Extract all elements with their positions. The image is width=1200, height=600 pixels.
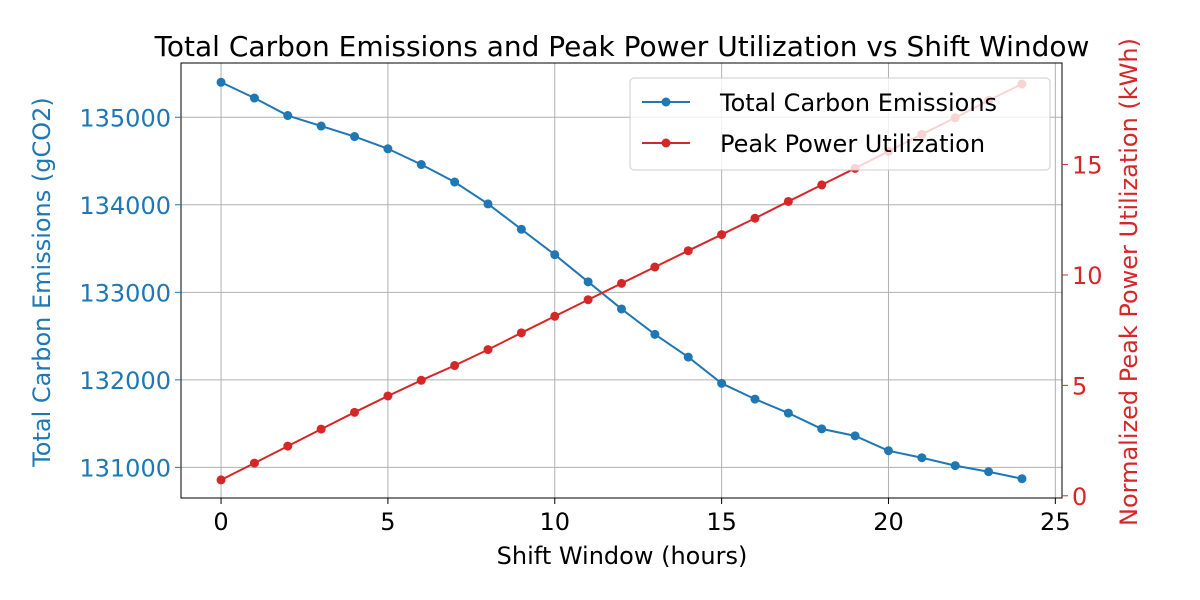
plot-frame bbox=[180, 62, 1063, 499]
legend-label-power: Peak Power Utilization bbox=[720, 130, 985, 158]
data-point-power bbox=[783, 196, 793, 206]
left-y-tick-label: 135000 bbox=[79, 104, 171, 132]
legend: Total Carbon Emissions Peak Power Utiliz… bbox=[629, 77, 1051, 171]
data-point-emissions bbox=[283, 111, 293, 121]
data-point-emissions bbox=[583, 277, 593, 287]
data-point-emissions bbox=[249, 93, 259, 103]
legend-marker-power bbox=[661, 138, 671, 148]
data-point-emissions bbox=[416, 160, 426, 170]
x-axis-label: Shift Window (hours) bbox=[497, 542, 748, 570]
x-axis: 0 5 10 15 20 25 bbox=[213, 498, 1071, 536]
data-point-emissions bbox=[883, 446, 893, 456]
data-point-power bbox=[650, 262, 660, 272]
x-tick-label: 20 bbox=[873, 508, 904, 536]
data-point-emissions bbox=[717, 378, 727, 388]
data-point-power bbox=[617, 278, 626, 288]
left-y-tick-label: 132000 bbox=[79, 367, 171, 395]
data-point-emissions bbox=[350, 132, 360, 142]
data-point-emissions bbox=[550, 250, 560, 260]
data-point-emissions bbox=[516, 224, 526, 234]
left-y-tick-label: 134000 bbox=[79, 192, 171, 220]
data-point-emissions bbox=[984, 467, 994, 477]
data-point-power bbox=[350, 407, 360, 417]
data-point-power bbox=[249, 458, 259, 468]
x-tick-label: 15 bbox=[706, 508, 737, 536]
data-point-emissions bbox=[683, 352, 693, 362]
data-point-power bbox=[316, 424, 326, 434]
right-y-tick-label: 0 bbox=[1072, 483, 1087, 511]
data-point-power bbox=[550, 311, 560, 321]
data-point-power bbox=[216, 475, 226, 485]
data-point-emissions bbox=[450, 177, 460, 187]
data-point-power bbox=[450, 361, 460, 371]
data-point-power bbox=[416, 375, 426, 385]
data-point-emissions bbox=[617, 304, 626, 314]
data-point-emissions bbox=[850, 431, 860, 441]
right-y-tick-label: 10 bbox=[1072, 262, 1103, 290]
right-y-axis-label: Normalized Peak Power Utilization (kWh) bbox=[1115, 38, 1143, 526]
left-y-tick-label: 131000 bbox=[79, 454, 171, 482]
left-y-axis-label: Total Carbon Emissions (gCO2) bbox=[28, 97, 56, 468]
x-tick-label: 0 bbox=[213, 508, 228, 536]
data-point-power bbox=[383, 391, 393, 401]
data-point-power bbox=[717, 230, 727, 240]
legend-marker-emissions bbox=[661, 97, 671, 107]
legend-label-emissions: Total Carbon Emissions bbox=[719, 89, 997, 117]
data-point-power bbox=[283, 441, 293, 451]
data-point-power bbox=[483, 345, 493, 355]
x-tick-label: 10 bbox=[539, 508, 570, 536]
x-tick-label: 5 bbox=[380, 508, 395, 536]
data-point-power bbox=[750, 213, 760, 223]
right-y-tick-label: 5 bbox=[1072, 372, 1087, 400]
data-point-emissions bbox=[1017, 474, 1027, 484]
legend-box bbox=[629, 77, 1051, 171]
data-point-emissions bbox=[383, 144, 393, 154]
grid bbox=[181, 63, 1062, 498]
data-point-power bbox=[583, 295, 593, 305]
left-y-axis: 131000 132000 133000 134000 135000 bbox=[79, 104, 181, 482]
right-y-axis: 0 5 10 15 bbox=[1062, 152, 1103, 511]
data-point-emissions bbox=[817, 424, 827, 434]
data-point-emissions bbox=[917, 453, 927, 463]
chart-title: Total Carbon Emissions and Peak Power Ut… bbox=[154, 30, 1090, 63]
data-point-emissions bbox=[783, 408, 793, 418]
data-point-emissions bbox=[950, 461, 960, 471]
data-point-power bbox=[817, 180, 827, 190]
data-point-emissions bbox=[316, 121, 326, 131]
x-tick-label: 25 bbox=[1040, 508, 1071, 536]
data-point-emissions bbox=[650, 329, 660, 339]
data-point-power bbox=[683, 246, 693, 256]
data-point-emissions bbox=[483, 199, 493, 209]
data-point-emissions bbox=[216, 77, 226, 87]
data-point-power bbox=[516, 328, 526, 338]
data-point-emissions bbox=[750, 394, 760, 404]
left-y-tick-label: 133000 bbox=[79, 279, 171, 307]
right-y-tick-label: 15 bbox=[1072, 152, 1103, 180]
